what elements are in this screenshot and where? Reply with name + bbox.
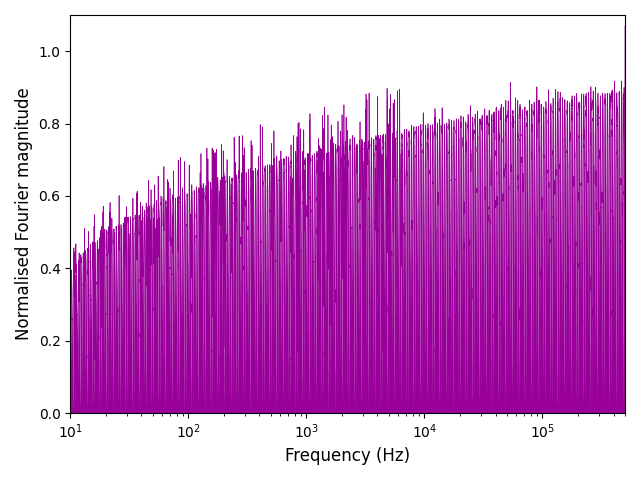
X-axis label: Frequency (Hz): Frequency (Hz) — [285, 447, 410, 465]
Y-axis label: Normalised Fourier magnitude: Normalised Fourier magnitude — [15, 88, 33, 340]
